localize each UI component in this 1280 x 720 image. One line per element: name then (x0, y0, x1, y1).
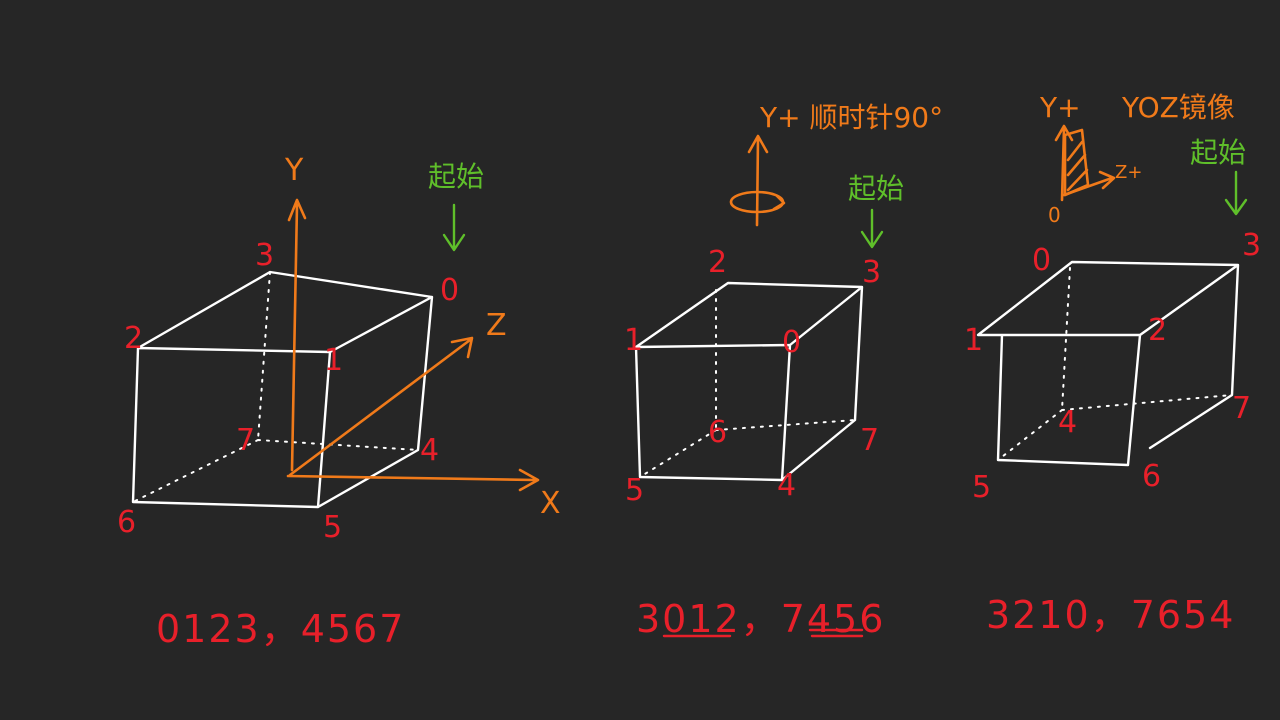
cube-2-vertex-4: 4 (777, 468, 796, 503)
cube-1-vertex-4: 4 (420, 433, 439, 468)
cube-2-vertex-6: 6 (708, 415, 727, 450)
cube-3-axis-sketch: Y+ Z+ 0 YOZ镜像 (1039, 91, 1235, 227)
cube-2-start-arrow (860, 208, 884, 249)
z-axis-label: Z (486, 308, 507, 343)
cube-1-hidden-edges (132, 271, 419, 503)
cube-3-edges (976, 260, 1240, 467)
cube-1-vertex-7: 7 (236, 423, 255, 458)
cube-1-vertex-1: 1 (324, 343, 343, 378)
cube-2-edges (634, 281, 864, 482)
mirror-plane-icon (1063, 128, 1090, 197)
cube-1-sequence: 0123，4567 (156, 607, 405, 651)
x-axis-label: X (540, 486, 561, 521)
cube-2-vertex-0: 0 (782, 325, 801, 360)
cube-3-start-label: 起始 (1190, 136, 1246, 169)
cube-1-vertex-0: 0 (440, 273, 459, 308)
cube-3-z-axis-arrow (1062, 170, 1116, 197)
cube-2: Y+ 顺时针90° 0 1 2 3 4 5 6 7 起始 3012，7456 (624, 101, 943, 641)
cube-2-sequence-underline-2 (808, 628, 864, 638)
cube-1-axes: Y X Z (284, 153, 561, 521)
cube-2-start-label: 起始 (848, 172, 904, 205)
cube-3-sequence: 3210，7654 (986, 593, 1235, 637)
rotation-direction-icon (772, 194, 786, 211)
y-axis-arrow (287, 198, 307, 472)
z-axis-arrow (288, 336, 474, 477)
cube-2-sequence: 3012，7456 (636, 597, 885, 641)
cube-3-hidden-edges (997, 267, 1233, 461)
cube-3-vertex-1: 1 (964, 323, 983, 358)
cube-2-vertex-5: 5 (625, 473, 644, 508)
cube-3-vertex-5: 5 (972, 470, 991, 505)
cube-1: Y X Z 0 1 2 3 4 5 6 7 起始 0123，4567 (117, 153, 561, 651)
x-axis-arrow (286, 468, 540, 492)
cube-3-vertex-0: 0 (1032, 243, 1051, 278)
cube-3-origin-label: 0 (1048, 203, 1061, 227)
cube-3-y-axis-label: Y+ (1039, 91, 1081, 124)
cube-2-vertex-7: 7 (860, 423, 879, 458)
cube-2-vertex-1: 1 (624, 323, 643, 358)
cube-3-y-axis-arrow (1054, 124, 1074, 202)
cube-3-vertex-3: 3 (1242, 228, 1261, 263)
cube-3: Y+ Z+ 0 YOZ镜像 0 1 2 3 4 5 6 7 起始 3210，76… (964, 91, 1261, 637)
cube-3-vertex-6: 6 (1142, 459, 1161, 494)
cube-3-vertex-2: 2 (1148, 313, 1167, 348)
cube-1-edges (131, 270, 434, 509)
cube-1-vertex-3: 3 (255, 238, 274, 273)
cube-2-rotation-note: Y+ 顺时针90° (759, 101, 943, 134)
cube-2-hidden-edges (639, 289, 856, 478)
cube-2-vertex-2: 2 (708, 245, 727, 280)
cube-3-mirror-note: YOZ镜像 (1121, 91, 1235, 124)
cube-2-vertex-3: 3 (862, 255, 881, 290)
cube-3-vertex-7: 7 (1232, 391, 1251, 426)
cube-2-rotation-indicator: Y+ 顺时针90° (729, 101, 943, 227)
cube-1-start-label: 起始 (428, 160, 484, 193)
cube-1-vertex-6: 6 (117, 505, 136, 540)
rotation-axis-arrow (747, 134, 769, 227)
cube-1-start-arrow (442, 203, 466, 252)
cube-1-vertex-2: 2 (124, 321, 143, 356)
cube-3-vertex-4: 4 (1058, 405, 1077, 440)
cube-1-vertex-5: 5 (323, 510, 342, 545)
cube-3-start-arrow (1224, 170, 1248, 216)
cube-3-z-axis-label: Z+ (1115, 162, 1142, 183)
y-axis-label: Y (284, 153, 304, 188)
